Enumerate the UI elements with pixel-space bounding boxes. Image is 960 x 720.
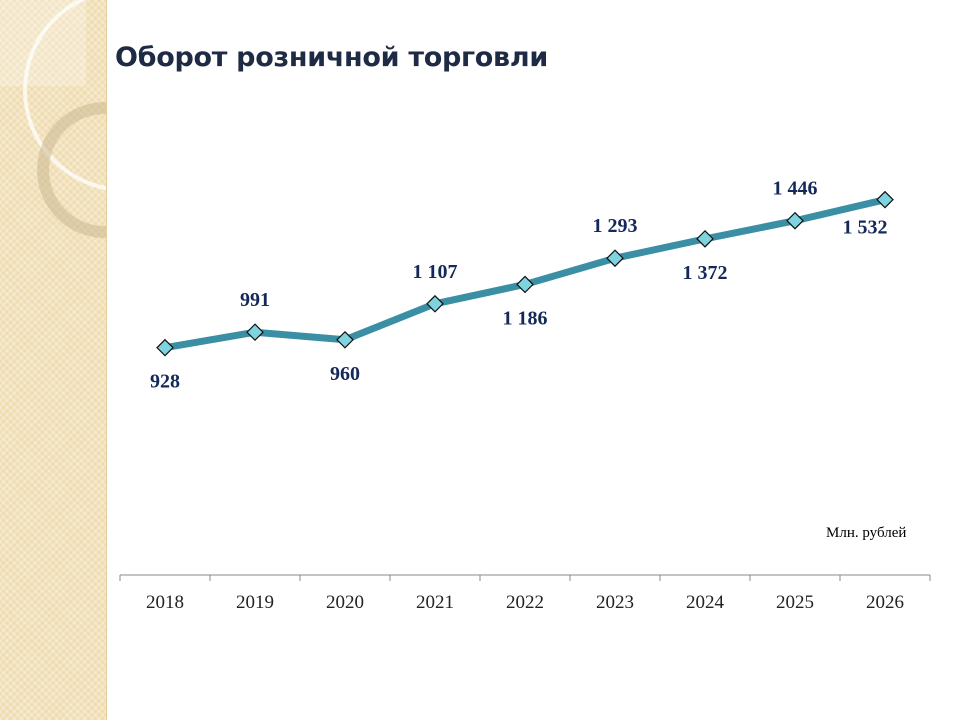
data-point bbox=[876, 190, 894, 209]
data-label: 1 107 bbox=[413, 261, 458, 283]
data-point bbox=[516, 275, 534, 294]
data-label: 1 446 bbox=[773, 178, 818, 200]
x-tick-label: 2020 bbox=[326, 592, 364, 613]
x-tick-label: 2018 bbox=[146, 592, 184, 613]
data-point bbox=[606, 249, 624, 268]
x-tick-label: 2025 bbox=[776, 592, 814, 613]
x-tick-label: 2021 bbox=[416, 592, 454, 613]
page-title: Оборот розничной торговли bbox=[115, 42, 548, 73]
x-tick-label: 2026 bbox=[866, 592, 904, 613]
x-tick-label: 2023 bbox=[596, 592, 634, 613]
data-label: 1 532 bbox=[843, 217, 888, 239]
x-tick-label: 2022 bbox=[506, 592, 544, 613]
data-label: 991 bbox=[240, 289, 270, 311]
data-label: 1 372 bbox=[683, 262, 728, 284]
data-label: 1 293 bbox=[593, 215, 638, 237]
data-point bbox=[426, 294, 444, 313]
data-point bbox=[696, 230, 714, 248]
data-label: 960 bbox=[330, 363, 360, 385]
data-point bbox=[156, 338, 174, 357]
x-tick-label: 2019 bbox=[236, 592, 274, 613]
x-tick-label: 2024 bbox=[686, 592, 725, 613]
decorative-sidebar bbox=[0, 0, 107, 720]
decorative-circles bbox=[0, 0, 106, 238]
unit-label: Млн. рублей bbox=[826, 525, 907, 541]
data-point bbox=[786, 211, 804, 230]
data-label: 928 bbox=[150, 371, 180, 393]
data-point bbox=[246, 323, 264, 342]
data-label: 1 186 bbox=[503, 307, 548, 329]
data-point bbox=[336, 330, 354, 349]
